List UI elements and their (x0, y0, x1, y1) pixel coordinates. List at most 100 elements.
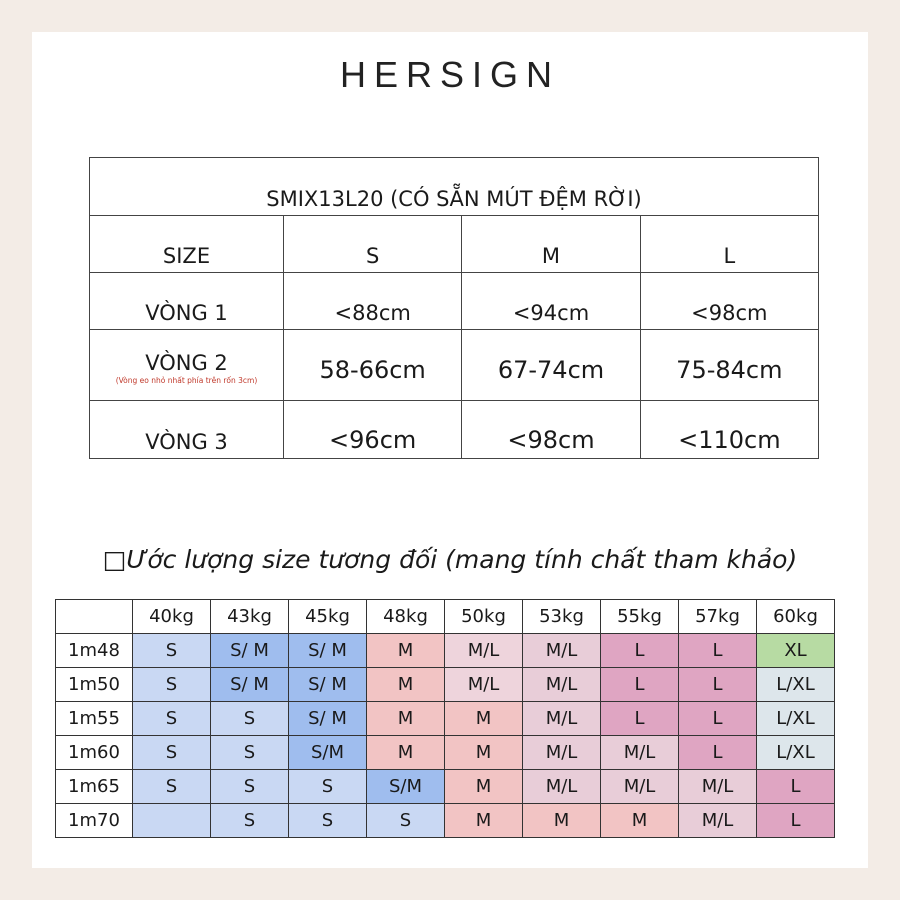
size-estimate-cell: S (132, 735, 211, 770)
size-estimate-cell: S (366, 803, 445, 838)
estimate-body: 1m48 S S/ M S/ M M M/L M/L L L XL 1m50 S S/ M S/ M M M/… (55, 633, 835, 838)
size-row-note: (Vòng eo nhỏ nhất phía trên rốn 3cm) (115, 376, 258, 385)
size-estimate-cell: M/L (444, 633, 523, 668)
size-cell: 75-84cm (639, 329, 820, 401)
size-header-l: L (639, 215, 820, 273)
size-estimate-cell: M/L (600, 769, 679, 804)
estimate-header-row: 40kg 43kg 45kg 48kg 50kg 53kg 55kg 57kg 60kg (55, 599, 835, 634)
size-cell: <96cm (282, 400, 463, 459)
size-cell: 67-74cm (461, 329, 641, 401)
size-estimate-cell: M/L (522, 735, 601, 770)
size-estimate-cell: M (600, 803, 679, 838)
size-row-label: VÒNG 2 (145, 351, 228, 375)
size-row-label: VÒNG 3 (89, 400, 284, 459)
table-row: 1m70 S S S M M M M/L L (55, 803, 835, 838)
size-estimate-cell: S (132, 701, 211, 736)
size-estimate-cell: L (678, 735, 757, 770)
size-estimate-cell: S/M (288, 735, 367, 770)
height-label: 1m48 (55, 633, 133, 668)
size-estimate-cell: M (444, 701, 523, 736)
size-estimate-cell: M (444, 735, 523, 770)
size-estimate-cell: S/ M (288, 667, 367, 702)
size-cell: <98cm (639, 272, 820, 330)
table-row: 1m60 S S S/M M M M/L M/L L L/XL (55, 735, 835, 770)
table-row: 1m50 S S/ M S/ M M M/L M/L L L L/XL (55, 667, 835, 702)
weight-header: 48kg (366, 599, 445, 634)
size-estimate-cell: M (366, 735, 445, 770)
size-estimate-cell: M (522, 803, 601, 838)
size-estimate-cell: M/L (522, 769, 601, 804)
height-label: 1m55 (55, 701, 133, 736)
size-estimate-cell: M/L (522, 701, 601, 736)
weight-header: 45kg (288, 599, 367, 634)
weight-header: 57kg (678, 599, 757, 634)
size-estimate-cell: S/ M (210, 667, 289, 702)
size-header-m: M (461, 215, 641, 273)
size-estimate-cell: M/L (600, 735, 679, 770)
size-estimate-cell: M/L (522, 633, 601, 668)
size-estimate-cell: S/ M (288, 701, 367, 736)
weight-header: 55kg (600, 599, 679, 634)
size-estimate-cell: M (444, 803, 523, 838)
height-label: 1m50 (55, 667, 133, 702)
size-estimate-cell: M (366, 667, 445, 702)
size-estimate-cell: S (132, 769, 211, 804)
size-estimate-cell: M/L (444, 667, 523, 702)
weight-header: 50kg (444, 599, 523, 634)
size-header-s: S (282, 215, 463, 273)
size-estimate-cell: S (288, 803, 367, 838)
size-estimate-cell: M/L (522, 667, 601, 702)
weight-header: 53kg (522, 599, 601, 634)
size-estimate-cell: S (132, 633, 211, 668)
size-estimate-cell: S (210, 803, 289, 838)
weight-header: 60kg (756, 599, 835, 634)
size-estimate-cell: M (444, 769, 523, 804)
size-estimate-cell: L (678, 701, 757, 736)
estimate-table: 40kg 43kg 45kg 48kg 50kg 53kg 55kg 57kg 60kg 1m4… (55, 599, 835, 838)
size-estimate-cell: S/ M (288, 633, 367, 668)
size-estimate-cell: L (756, 769, 835, 804)
table-row: 1m65 S S S S/M M M/L M/L M/L L (55, 769, 835, 804)
size-estimate-cell: M (366, 633, 445, 668)
size-table-title: SMIX13L20 (CÓ SẴN MÚT ĐỆM RỜI) (89, 157, 819, 216)
size-cell: <88cm (282, 272, 463, 330)
size-estimate-cell: L/XL (756, 701, 835, 736)
size-estimate-cell: S (132, 667, 211, 702)
size-estimate-cell: L (600, 633, 679, 668)
size-estimate-cell: XL (756, 633, 835, 668)
size-estimate-cell: L (756, 803, 835, 838)
size-estimate-cell: L/XL (756, 735, 835, 770)
table-row: 1m55 S S S/ M M M M/L L L L/XL (55, 701, 835, 736)
size-estimate-cell: L/XL (756, 667, 835, 702)
estimate-heading: □Ước lượng size tương đối (mang tính chấ… (102, 545, 798, 574)
size-cell: <98cm (461, 400, 641, 459)
size-estimate-cell: S (210, 735, 289, 770)
size-table: SMIX13L20 (CÓ SẴN MÚT ĐỆM RỜI) SIZE S M … (89, 157, 820, 459)
size-header-label: SIZE (89, 215, 284, 273)
height-label: 1m65 (55, 769, 133, 804)
size-row-label-cell: VÒNG 2 (Vòng eo nhỏ nhất phía trên rốn 3… (89, 329, 284, 401)
size-estimate-cell: S (288, 769, 367, 804)
size-cell: <94cm (461, 272, 641, 330)
size-estimate-cell: S/ M (210, 633, 289, 668)
weight-header: 43kg (210, 599, 289, 634)
size-estimate-cell: L (678, 667, 757, 702)
size-cell: 58-66cm (282, 329, 463, 401)
size-estimate-cell: L (678, 633, 757, 668)
size-estimate-cell: M/L (678, 803, 757, 838)
size-estimate-cell: S (210, 769, 289, 804)
size-estimate-cell: M/L (678, 769, 757, 804)
estimate-corner-cell (55, 599, 133, 634)
table-row: 1m48 S S/ M S/ M M M/L M/L L L XL (55, 633, 835, 668)
size-cell: <110cm (639, 400, 820, 459)
weight-header: 40kg (132, 599, 211, 634)
height-label: 1m60 (55, 735, 133, 770)
size-row-label: VÒNG 1 (89, 272, 284, 330)
size-estimate-cell: L (600, 701, 679, 736)
size-estimate-cell (132, 803, 211, 838)
brand-logo: HERSIGN (339, 54, 561, 95)
size-estimate-cell: S (210, 701, 289, 736)
size-estimate-cell: L (600, 667, 679, 702)
size-estimate-cell: S/M (366, 769, 445, 804)
height-label: 1m70 (55, 803, 133, 838)
